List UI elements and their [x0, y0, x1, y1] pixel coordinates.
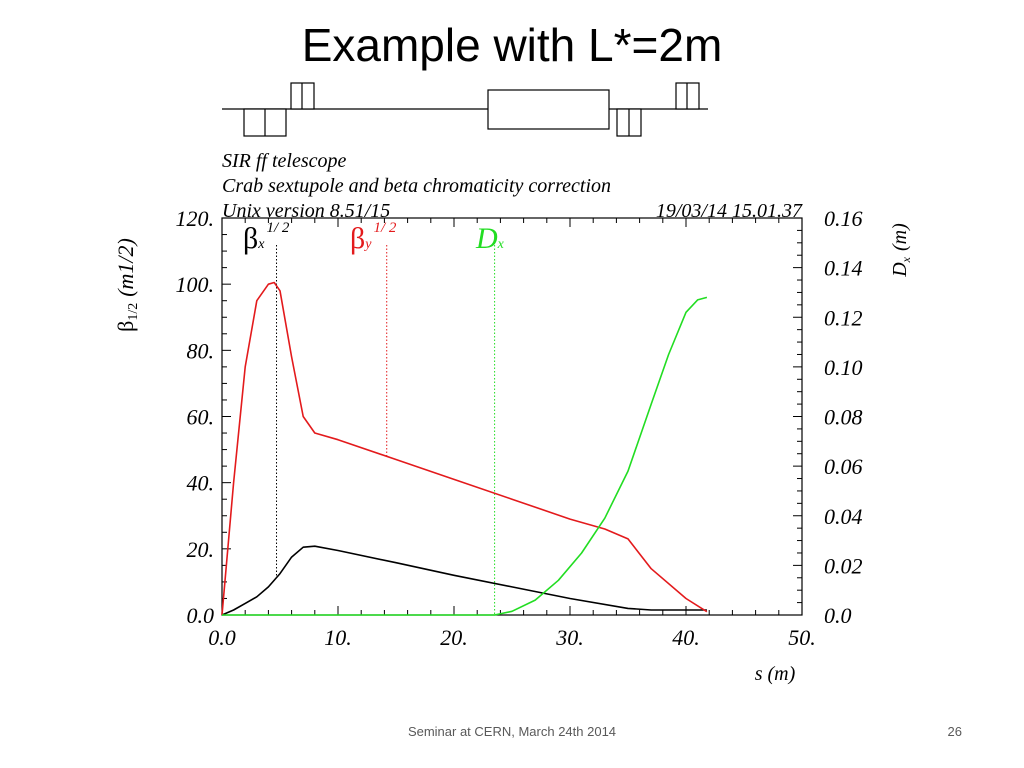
series-line-x: [221, 545, 707, 616]
x-axis-label: s (m): [755, 663, 796, 685]
ylabel-right-symbol: D: [889, 262, 911, 278]
plot-frame: [221, 217, 803, 616]
legend-sup: 1/ 2: [373, 220, 396, 236]
y-left-tick-label: 40.: [187, 471, 215, 496]
x-tick-label: 50.: [788, 625, 816, 650]
series-curves: [221, 281, 708, 616]
ylabel-left-symbol: β: [113, 321, 138, 332]
beta-function-chart: SIR ff telescope Crab sextupole and beta…: [113, 82, 913, 685]
legend-sub: x: [257, 237, 265, 252]
y-right-tick-label: 0.02: [824, 553, 863, 578]
y-right-tick-label: 0.04: [824, 504, 863, 529]
y-right-tick-label: 0.0: [824, 603, 852, 628]
magnet-element: [487, 89, 610, 130]
x-tick-label: 10.: [324, 625, 352, 650]
slide-title: Example with L*=2m: [301, 19, 723, 71]
legend-sup: 1/ 2: [266, 220, 289, 236]
chart-header: SIR ff telescope Crab sextupole and beta…: [222, 150, 803, 222]
legend-symbol: β: [243, 222, 258, 255]
footer-text: Seminar at CERN, March 24th 2014: [407, 724, 617, 739]
page-number: 26: [947, 724, 962, 739]
x-tick-label: 30.: [555, 625, 584, 650]
tick-labels: 0.0 10. 20. 30. 40. 50. 0.0 20. 40. 60. 80. 100. 120…: [176, 206, 863, 650]
y-right-tick-label: 0.14: [824, 256, 863, 281]
legend-entry-x: βx1/ 2: [243, 220, 290, 255]
ylabel-left-sub: 1/2: [126, 303, 141, 321]
y-right-tick-label: 0.08: [824, 405, 863, 430]
y-axis-right-label: Dx (m): [889, 223, 913, 278]
lattice-schematic: [222, 82, 708, 137]
y-left-tick-label: 80.: [187, 338, 215, 363]
header-line-3: Unix version 8.51/15: [222, 200, 390, 222]
legend: βx1/ 2 βy1/ 2 Dx: [243, 220, 505, 255]
header-line-2: Crab sextupole and beta chromaticity cor…: [222, 175, 611, 197]
legend-sub: x: [497, 237, 505, 252]
legend-entry-x: Dx: [475, 222, 505, 255]
legend-entry-y: βy1/ 2: [350, 220, 397, 255]
date-stamp: 19/03/14 15.01.37: [656, 200, 803, 222]
legend-symbol: β: [350, 222, 365, 255]
x-tick-label: 0.0: [208, 625, 236, 650]
svg-text:β1/2(m1/2): β1/2 (m1/2): [113, 238, 141, 332]
legend-sub: y: [363, 237, 372, 252]
y-left-tick-label: 100.: [176, 272, 215, 297]
y-right-tick-label: 0.06: [824, 454, 863, 479]
ylabel-left-unit: (m1/2): [113, 238, 138, 297]
y-left-tick-label: 20.: [187, 537, 215, 562]
legend-symbol: D: [475, 222, 498, 255]
ylabel-right-sub: x: [899, 256, 913, 263]
axis-ticks: [221, 217, 803, 616]
y-right-tick-label: 0.12: [824, 305, 863, 330]
y-left-tick-label: 0.0: [187, 603, 215, 628]
series-line-y: [221, 281, 708, 616]
y-axis-left-label: β1/2 (m1/2): [113, 238, 141, 332]
svg-text:Dx(m): Dx (m): [889, 223, 913, 278]
series-line-x: [222, 296, 708, 616]
y-left-tick-label: 60.: [187, 405, 215, 430]
y-right-tick-label: 0.10: [824, 355, 863, 380]
series-markers: [276, 245, 496, 615]
y-right-tick-label: 0.16: [824, 206, 863, 231]
header-line-1: SIR ff telescope: [222, 150, 347, 172]
x-tick-label: 40.: [672, 625, 700, 650]
x-tick-label: 20.: [440, 625, 468, 650]
ylabel-right-unit: (m): [889, 223, 911, 251]
y-left-tick-label: 120.: [176, 206, 215, 231]
